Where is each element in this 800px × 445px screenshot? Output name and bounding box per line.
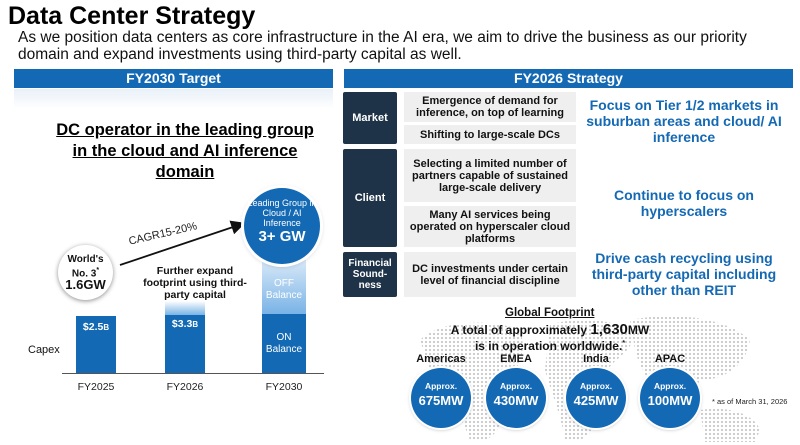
market-focus: Focus on Tier 1/2 markets in suburban ar… [586, 97, 782, 145]
bar-fy2026-unit: B [192, 320, 199, 329]
growth-arrow [119, 220, 246, 266]
emea-approx: Approx. [499, 381, 533, 391]
market-item-1: Emergence of demand for inference, on to… [404, 92, 576, 122]
market-item-2: Shifting to large-scale DCs [404, 125, 576, 144]
page-subtitle: As we position data centers as core infr… [18, 29, 747, 63]
as-of-note: * as of March 31, 2026 [712, 397, 788, 406]
on-balance-label: ON Balance [265, 332, 303, 355]
bar-fy2030-on-balance: ON Balance [262, 314, 306, 373]
world-rank-star: * [96, 267, 100, 274]
page-title: Data Center Strategy [8, 2, 256, 30]
region-label-americas: Americas [416, 353, 466, 365]
financial-item-1: DC investments under certain level of fi… [404, 252, 576, 297]
bar-fy2025-unit: B [103, 323, 110, 332]
gf-total-value: 1,630 [590, 321, 628, 338]
world-rank-line1: World's [67, 254, 104, 265]
fy2026-strategy-header: FY2026 Strategy [344, 69, 793, 88]
financial-focus: Drive cash recycling using third-party c… [591, 250, 777, 298]
world-rank-badge: World's No. 3* 1.6GW [58, 245, 113, 300]
india-value: 425MW [573, 393, 619, 408]
year-label-fy2026: FY2026 [166, 381, 204, 393]
gf-total-unit: MW [627, 323, 650, 337]
gf-total-suffix: is in operation worldwide. [474, 339, 623, 353]
region-circle-emea: Approx. 430MW [486, 368, 546, 428]
client-focus: Continue to focus on hyperscalers [614, 187, 754, 219]
left-panel-shade [14, 89, 333, 109]
year-label-fy2025: FY2025 [77, 381, 115, 393]
bar-fy2026-value: $3.3 [171, 318, 193, 330]
off-balance-label: OFF Balance [265, 278, 303, 301]
leading-group-value: 3+ GW [258, 228, 306, 245]
fy2030-target-header: FY2030 Target [14, 69, 333, 88]
region-label-apac: APAC [654, 353, 686, 365]
bar-fy2030: OFF Balance ON Balance [262, 260, 306, 373]
client-item-1: Selecting a limited number of partners c… [404, 149, 576, 202]
apac-value: 100MW [647, 393, 693, 408]
category-client: Client [343, 149, 397, 247]
client-item-2: Many AI services being operated on hyper… [404, 206, 576, 247]
expand-footprint-text: Further expand footprint using third-par… [143, 265, 247, 301]
bar-fy2030-off-balance: OFF Balance [262, 260, 306, 314]
year-label-fy2030: FY2030 [265, 381, 303, 393]
apac-approx: Approx. [653, 381, 687, 391]
bar-fy2026-off-cap [165, 301, 205, 315]
bar-fy2025-value: $2.5 [82, 321, 104, 333]
category-financial-soundness: Financial Sound-ness [343, 252, 397, 297]
region-circle-americas: Approx. 675MW [411, 368, 471, 428]
emea-value: 430MW [493, 393, 539, 408]
gf-total-prefix: A total of approximately [450, 323, 588, 337]
category-market: Market [343, 92, 397, 144]
world-rank-line2: No. 3 [71, 268, 97, 280]
global-footprint-total: A total of approximately 1,630MW is in o… [440, 321, 660, 353]
capex-label: Capex [28, 344, 60, 356]
americas-approx: Approx. [424, 381, 458, 391]
x-axis-line [62, 373, 324, 374]
global-footprint-title: Global Footprint [505, 307, 595, 319]
india-approx: Approx. [579, 381, 613, 391]
bar-fy2026: $3.3B [165, 301, 205, 373]
gf-total-star: * [622, 340, 626, 347]
leading-group-badge: Leading Group in Cloud / AI Inference 3+… [244, 188, 320, 264]
bar-fy2025: $2.5B [76, 316, 116, 373]
region-circle-india: Approx. 425MW [566, 368, 626, 428]
region-circle-apac: Approx. 100MW [640, 368, 700, 428]
fy2030-headline: DC operator in the leading group in the … [56, 121, 314, 181]
world-rank-value: 1.6GW [65, 277, 106, 293]
region-label-emea: EMEA [500, 353, 532, 365]
leading-group-text: Leading Group in Cloud / AI Inference [247, 198, 317, 228]
region-label-india: India [583, 353, 609, 365]
americas-value: 675MW [418, 393, 464, 408]
